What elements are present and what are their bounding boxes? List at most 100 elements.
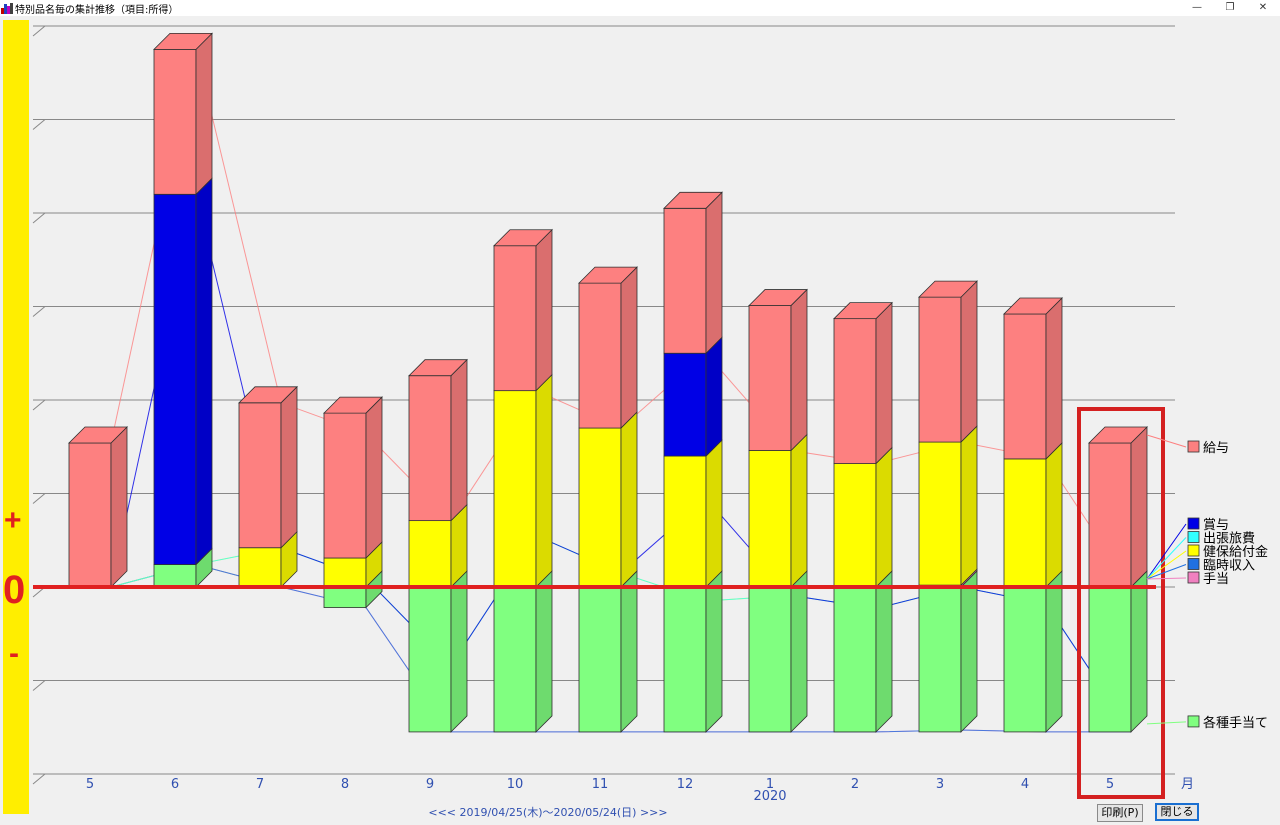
x-axis-unit: 月 bbox=[1181, 777, 1194, 792]
bar-segment bbox=[578, 266, 638, 430]
bar-side bbox=[1045, 570, 1063, 733]
bar-side bbox=[620, 570, 638, 733]
bar-front bbox=[918, 296, 962, 443]
bar-top bbox=[663, 191, 723, 209]
bar-top bbox=[918, 280, 978, 298]
legend-leader bbox=[1146, 537, 1187, 580]
bar-top bbox=[578, 266, 638, 284]
minimize-button[interactable]: — bbox=[1192, 2, 1202, 13]
axis-zero-label: 0 bbox=[3, 568, 25, 612]
bar-top bbox=[408, 359, 468, 377]
bar-top bbox=[238, 386, 298, 404]
bar-top bbox=[1003, 297, 1063, 315]
bar-front bbox=[663, 455, 707, 588]
bar-side bbox=[365, 396, 383, 559]
bar-front bbox=[918, 586, 962, 733]
bar-front bbox=[493, 586, 537, 733]
bar-side bbox=[960, 280, 978, 444]
stacked-bar-chart: 0 + - 5 6 7 8 9 10 11 12 1 2 3 4 5 月 2020 <<< 2019/0… bbox=[0, 16, 1280, 825]
bar-front bbox=[408, 520, 452, 588]
legend-leader bbox=[1146, 523, 1187, 580]
x-tick-label: 7 bbox=[256, 777, 264, 792]
bar-segment bbox=[153, 177, 213, 566]
x-tick-label: 5 bbox=[86, 777, 94, 792]
x-axis-labels: 5 6 7 8 9 10 11 12 1 2 3 4 5 bbox=[86, 777, 1114, 792]
bar-side bbox=[1045, 297, 1063, 460]
axis-band bbox=[3, 20, 29, 814]
bar-segment bbox=[68, 426, 128, 588]
bar-segment bbox=[238, 385, 298, 549]
bar-front bbox=[1003, 586, 1047, 733]
x-tick-label: 1 bbox=[766, 777, 774, 792]
bar-front bbox=[833, 586, 877, 733]
bar-side bbox=[705, 191, 723, 355]
bar-segment bbox=[238, 530, 298, 588]
bar-side bbox=[875, 301, 893, 465]
x-tick-label: 11 bbox=[592, 777, 609, 792]
app-chart-icon bbox=[1, 3, 13, 14]
window-title: 特別品名毎の集計推移（項目:所得） bbox=[15, 5, 179, 16]
x-tick-label: 3 bbox=[936, 777, 944, 792]
legend-item-salary: 給与 bbox=[1187, 440, 1229, 456]
grid-stub bbox=[32, 493, 46, 504]
bar-front bbox=[578, 586, 622, 733]
bar-segment bbox=[493, 373, 553, 588]
print-button[interactable]: 印刷(P) bbox=[1097, 804, 1143, 822]
bar-segment bbox=[1003, 570, 1063, 733]
bar-front bbox=[493, 245, 537, 392]
x-tick-label: 2 bbox=[851, 777, 859, 792]
legend-swatch bbox=[1187, 440, 1200, 453]
legend-leader bbox=[1146, 577, 1187, 580]
bar-top bbox=[833, 302, 893, 320]
legend-label: 健保給付金 bbox=[1203, 544, 1268, 560]
bar-segment bbox=[323, 541, 383, 588]
bar-side bbox=[110, 426, 128, 588]
window-close-button[interactable]: ✕ bbox=[1258, 2, 1268, 13]
bar-side bbox=[535, 228, 553, 392]
bar-front bbox=[833, 318, 877, 464]
bar-side bbox=[535, 570, 553, 733]
legend-swatch bbox=[1187, 558, 1200, 570]
legend-item-travel: 出張旅費 bbox=[1187, 531, 1255, 547]
legend-swatch bbox=[1187, 715, 1200, 728]
bar-side bbox=[790, 433, 808, 588]
bar-segment bbox=[833, 570, 893, 733]
grid-stub bbox=[32, 25, 46, 37]
bar-segment bbox=[1003, 441, 1063, 588]
bar-segment bbox=[578, 411, 638, 588]
bar-segment bbox=[833, 301, 893, 465]
bar-front bbox=[68, 442, 112, 588]
bar-front bbox=[238, 547, 282, 588]
bar-side bbox=[960, 425, 978, 587]
legend-swatch bbox=[1187, 531, 1200, 543]
x-tick-label: 6 bbox=[171, 777, 179, 792]
restore-button[interactable]: ❐ bbox=[1225, 2, 1235, 13]
bar-front bbox=[408, 586, 452, 733]
date-range-nav[interactable]: <<< 2019/04/25(木)～2020/05/24(日) >>> bbox=[428, 806, 667, 819]
bar-side bbox=[1130, 570, 1148, 733]
bar-segment bbox=[323, 570, 383, 609]
grid-stub bbox=[32, 119, 46, 130]
bar-side bbox=[620, 266, 638, 430]
bar-front bbox=[663, 586, 707, 733]
bar-top bbox=[493, 229, 553, 247]
bar-segment bbox=[323, 396, 383, 559]
x-axis-year-label: 2020 bbox=[753, 789, 786, 804]
bar-top bbox=[153, 32, 213, 50]
legend-item-temp: 臨時収入 bbox=[1187, 558, 1255, 574]
x-tick-label: 10 bbox=[507, 777, 524, 792]
bar-side bbox=[450, 570, 468, 733]
grid-stub bbox=[32, 680, 46, 691]
bar-top bbox=[68, 426, 128, 444]
close-button[interactable]: 閉じる bbox=[1155, 803, 1199, 821]
bar-side bbox=[790, 570, 808, 733]
grid-stub bbox=[32, 773, 46, 785]
bar-segment bbox=[1088, 426, 1148, 588]
bar-side bbox=[195, 32, 213, 196]
bar-front bbox=[918, 441, 962, 586]
grid-stub bbox=[32, 306, 46, 317]
bar-side bbox=[280, 385, 298, 549]
bar-side bbox=[620, 411, 638, 588]
bar-segment bbox=[153, 32, 213, 196]
bar-segment bbox=[1088, 570, 1148, 733]
